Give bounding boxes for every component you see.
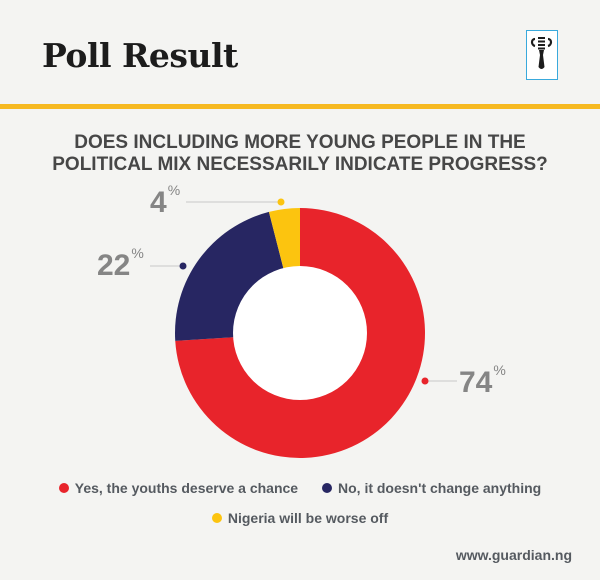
legend-item-no: No, it doesn't change anything bbox=[322, 480, 541, 496]
guardian-emblem-icon bbox=[526, 30, 558, 80]
leader-dot-yes bbox=[421, 377, 429, 385]
donut-hole bbox=[233, 266, 367, 400]
legend-dot-no bbox=[322, 483, 332, 493]
leader-dot-no bbox=[179, 262, 187, 270]
label-worse: 4% bbox=[150, 182, 181, 219]
legend-item-yes: Yes, the youths deserve a chance bbox=[58, 480, 298, 496]
question-line-1: DOES INCLUDING MORE YOUNG PEOPLE IN THE bbox=[74, 132, 526, 153]
legend-row-2: Nigeria will be worse off bbox=[0, 510, 600, 526]
source-url: www.guardian.ng bbox=[455, 547, 572, 563]
legend-dot-worse bbox=[211, 513, 222, 523]
poll-question: DOES INCLUDING MORE YOUNG PEOPLE IN THE … bbox=[0, 132, 600, 176]
label-no: 22% bbox=[97, 245, 144, 282]
leader-dot-worse bbox=[277, 198, 285, 206]
header-divider bbox=[0, 104, 600, 109]
legend-row-1: Yes, the youths deserve a chance No, it … bbox=[0, 480, 600, 496]
page-title: Poll Result bbox=[42, 36, 238, 75]
legend-item-worse: Nigeria will be worse off bbox=[211, 510, 388, 526]
legend-dot-yes bbox=[58, 483, 69, 493]
label-yes: 74% bbox=[459, 362, 506, 399]
question-line-2: POLITICAL MIX NECESSARILY INDICATE PROGR… bbox=[52, 154, 548, 175]
